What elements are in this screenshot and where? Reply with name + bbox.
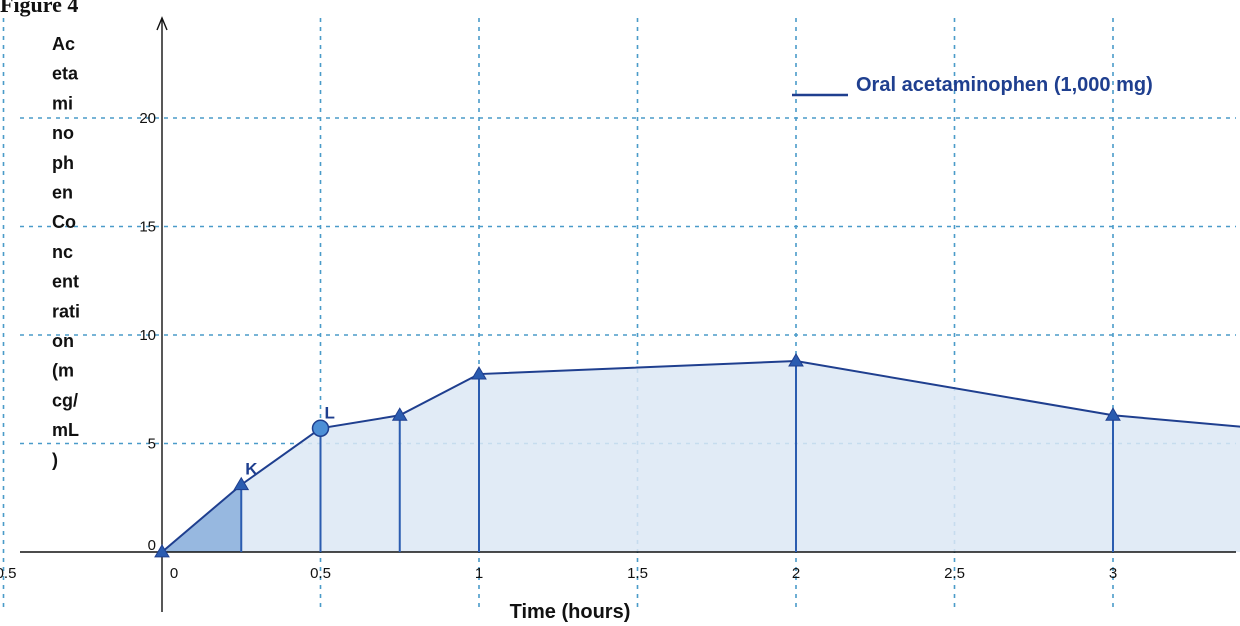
y-axis-label-line: eta [52,64,79,84]
x-tick-label: 0.5 [310,565,331,582]
x-tick-label: 0 [170,565,178,582]
axes [20,16,1236,612]
x-tick-label: -0.5 [0,565,16,582]
y-axis-label-line: en [52,183,73,203]
y-axis-label-line: nc [52,242,73,262]
point-marker [1105,407,1121,421]
y-axis-arrow [156,16,168,31]
legend-label: Oral acetaminophen (1,000 mg) [856,74,1153,96]
point-marker [391,407,408,421]
x-tick-label: 2 [792,565,800,582]
y-tick-label: 20 [139,110,156,127]
point-marker [788,353,804,367]
x-tick-label: 3 [1109,565,1117,582]
annotation-label: L [325,403,335,422]
y-axis-label-line: Ac [52,34,75,54]
point-marker [311,419,330,438]
y-axis-label-line: cg/ [52,390,78,410]
point-marker [154,544,170,558]
point-marker [471,366,487,380]
y-axis-label-line: ph [52,153,74,173]
x-axis-label: Time (hours) [510,601,631,623]
y-axis-label-line: Co [52,212,76,232]
y-axis-label-line: ent [52,272,79,292]
y-axis-label-line: on [52,331,74,351]
y-axis-label-line: ) [52,450,58,470]
x-tick-label: 1 [475,565,483,582]
y-axis-label-line: no [52,123,74,143]
y-tick-label: 5 [148,436,156,453]
area-under-curve [162,361,1240,552]
y-tick-label: 15 [139,219,156,236]
legend: Oral acetaminophen (1,000 mg) [792,74,1153,97]
y-axis-label-line: mL [52,420,79,440]
y-axis-label-line: (m [52,361,74,381]
figure-label: Figure 4 [0,0,79,17]
point-marker [233,476,250,491]
x-tick-label: 1.5 [627,565,648,582]
series [154,353,1240,558]
x-tick-label: 2.5 [944,565,965,582]
y-tick-label: 0 [148,537,156,554]
area-fill [162,361,1240,552]
y-axis-label-line: rati [52,301,80,321]
y-axis-label-line: mi [52,93,73,113]
y-tick-label: 10 [139,327,156,344]
labels: KL-0.500.511.522.533.544.555.566.5051015… [0,34,1117,623]
annotation-label: K [245,460,258,479]
